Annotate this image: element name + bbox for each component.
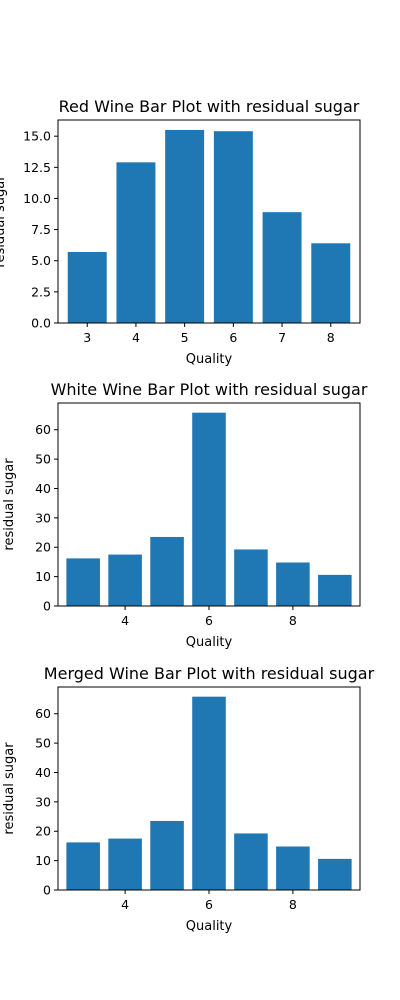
chart-1-y-tick-label: 5.0 [31,253,51,268]
chart-1-y-tick-label: 15.0 [23,129,51,144]
chart-2-y-tick-label: 60 [35,422,51,437]
chart-1-x-tick-label: 7 [278,330,286,345]
chart-1-x-axis-label: Quality [186,352,233,367]
chart-1-x-tick-label: 4 [132,330,140,345]
chart-2-bar-quality-8 [276,562,310,606]
chart-1-y-axis-label: residual sugar [0,175,8,268]
chart-1-bar-quality-7 [262,212,302,323]
chart-3-bar-quality-5 [150,820,184,890]
chart-3-y-tick-label: 10 [35,853,51,868]
chart-1-x-tick-label: 5 [181,330,189,345]
chart-3-bar-quality-6 [192,696,226,890]
chart-1-y-tick-label: 12.5 [23,160,51,175]
chart-2-bar-quality-4 [108,554,142,606]
chart-2-bar-quality-6 [192,412,226,606]
chart-1-bar-quality-6 [213,131,253,323]
chart-3-y-tick-label: 20 [35,824,51,839]
chart-1-y-tick-label: 2.5 [31,284,51,299]
chart-3-bar-quality-3 [66,842,100,890]
chart-2-bar-quality-5 [150,536,184,606]
chart-2-y-tick-label: 10 [35,569,51,584]
chart-1-bar-quality-3 [67,252,107,323]
chart-1-axes-frame [57,119,361,324]
chart-2-bar-quality-7 [234,549,268,606]
chart-1-x-tick-label: 6 [229,330,237,345]
chart-1-x-tick-label: 8 [327,330,335,345]
chart-3-x-tick-label: 4 [121,897,129,912]
chart-2-y-tick-label: 30 [35,510,51,525]
chart-1-bar-quality-5 [165,129,205,323]
chart-3-y-axis-label: residual sugar [2,742,17,835]
chart-3-y-tick-label: 0 [43,883,51,898]
chart-3-bar-quality-9 [318,858,352,890]
chart-3-title: Merged Wine Bar Plot with residual sugar [44,664,375,683]
chart-1-y-tick-label: 10.0 [23,191,51,206]
chart-2-x-axis-label: Quality [186,635,233,650]
chart-3-x-axis-label: Quality [186,919,233,934]
chart-3-x-tick-label: 6 [205,897,213,912]
chart-2-x-tick-label: 6 [205,613,213,628]
chart-3-x-tick-label: 8 [289,897,297,912]
chart-3-bar-quality-8 [276,846,310,890]
chart-1-x-tick-label: 3 [83,330,91,345]
chart-3-y-tick-label: 50 [35,736,51,751]
chart-3-bar-quality-4 [108,838,142,890]
chart-2-y-axis-label: residual sugar [2,458,17,551]
chart-1-bar-quality-8 [311,243,351,323]
chart-2-title: White Wine Bar Plot with residual sugar [51,380,368,399]
chart-1-bar-quality-4 [116,162,156,323]
chart-2-x-tick-label: 4 [121,613,129,628]
chart-3-y-tick-label: 40 [35,765,51,780]
chart-2-bar-quality-9 [318,574,352,606]
chart-1-title: Red Wine Bar Plot with residual sugar [59,97,360,116]
chart-2-bar-quality-3 [66,558,100,606]
chart-3-bar-quality-7 [234,833,268,890]
chart-3-y-tick-label: 30 [35,794,51,809]
chart-3-y-tick-label: 60 [35,706,51,721]
chart-2-y-tick-label: 50 [35,452,51,467]
chart-1-y-tick-label: 7.5 [31,222,51,237]
chart-2-y-tick-label: 20 [35,540,51,555]
chart-2-x-tick-label: 8 [289,613,297,628]
chart-2-y-tick-label: 40 [35,481,51,496]
chart-1-y-tick-label: 0.0 [31,316,51,331]
chart-2-y-tick-label: 0 [43,599,51,614]
